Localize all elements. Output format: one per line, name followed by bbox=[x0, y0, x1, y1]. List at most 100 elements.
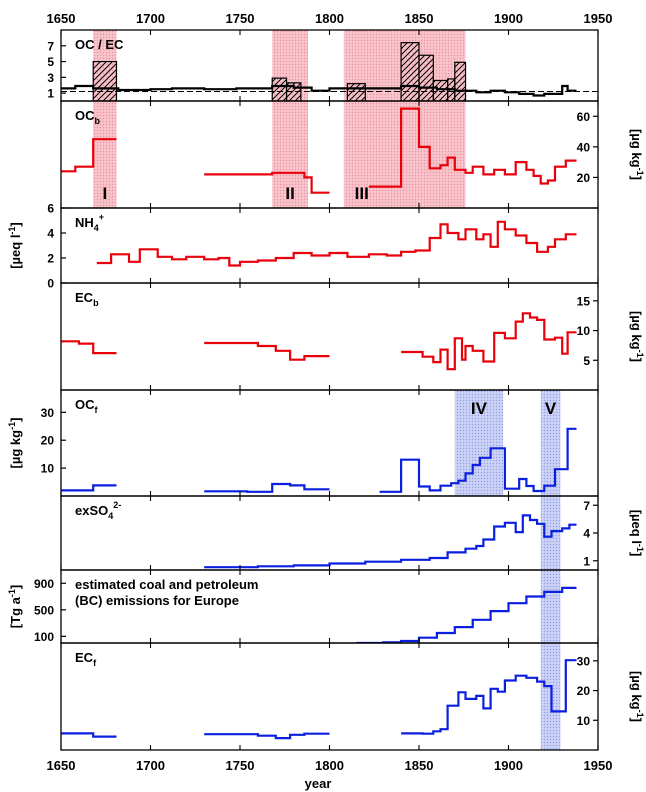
x-tick-label-bottom: 1650 bbox=[47, 758, 76, 773]
y-tick-label: 20 bbox=[577, 171, 591, 185]
x-axes: year 16501650170017001750175018001800185… bbox=[47, 11, 613, 791]
x-tick-label-top: 1700 bbox=[136, 11, 165, 26]
y-axis-unit: [µg kg-1] bbox=[7, 418, 23, 469]
y-tick-label: 10 bbox=[577, 714, 591, 728]
y-tick-label: 900 bbox=[34, 577, 54, 591]
period-label-IV: IV bbox=[471, 399, 488, 418]
y-tick-label: 40 bbox=[577, 140, 591, 154]
data-series-line bbox=[204, 732, 330, 740]
panel-label: OCf bbox=[75, 397, 99, 415]
y-tick-label: 500 bbox=[34, 603, 54, 617]
data-series-line bbox=[61, 340, 117, 355]
data-series-line bbox=[96, 220, 577, 267]
panel-frame bbox=[60, 207, 599, 284]
y-tick-label: 10 bbox=[577, 324, 591, 338]
y-tick-label: 5 bbox=[583, 354, 590, 368]
y-tick-label: 7 bbox=[583, 499, 590, 513]
y-axis-unit: [µg kg-1] bbox=[629, 129, 645, 180]
y-tick-label: 60 bbox=[577, 110, 591, 124]
panel-exso4: 1 4 7 exSO42- [µeq l-1] bbox=[60, 495, 645, 571]
data-series-line bbox=[61, 84, 577, 97]
ratio-bar bbox=[432, 79, 449, 101]
x-tick-label-top: 1950 bbox=[584, 11, 613, 26]
data-series-line bbox=[61, 732, 117, 738]
panel-label: estimated coal and petroleum bbox=[75, 577, 259, 592]
x-tick-label-bottom: 1850 bbox=[405, 758, 434, 773]
y-axis-unit: [Tg a-1] bbox=[7, 585, 23, 628]
x-tick-label-top: 1850 bbox=[405, 11, 434, 26]
x-tick-label-bottom: 1700 bbox=[136, 758, 165, 773]
data-series-line bbox=[379, 427, 577, 493]
y-tick-label: 2 bbox=[47, 252, 54, 266]
y-axis-unit: [µg kg-1] bbox=[629, 671, 645, 722]
panel-nh4: 0 2 4 6 NH4+ [µeq l-1] bbox=[7, 202, 599, 291]
y-tick-label: 0 bbox=[47, 277, 54, 291]
x-tick-label-top: 1800 bbox=[315, 11, 344, 26]
data-series-line bbox=[204, 171, 330, 194]
data-series-line bbox=[61, 138, 117, 173]
period-shade-IV bbox=[454, 390, 504, 496]
y-tick-label: 30 bbox=[577, 654, 591, 668]
panel-label: ECf bbox=[75, 650, 97, 668]
y-tick-label: 1 bbox=[583, 554, 590, 568]
panel-label: ECb bbox=[75, 290, 99, 308]
panel-label: NH4+ bbox=[75, 212, 104, 233]
data-series-line bbox=[356, 586, 577, 643]
y-tick-label: 20 bbox=[41, 434, 55, 448]
x-axis-title: year bbox=[305, 776, 332, 791]
y-tick-label: 15 bbox=[577, 294, 591, 308]
panel-ecf: 10 20 30 ECf [µg kg-1] bbox=[60, 642, 645, 751]
y-tick-label: 4 bbox=[47, 227, 54, 241]
data-series-line bbox=[401, 659, 577, 735]
y-tick-label: 4 bbox=[583, 527, 590, 541]
data-series-line bbox=[368, 107, 577, 188]
ratio-bar bbox=[92, 60, 118, 101]
y-axis-unit: [µeq l-1] bbox=[629, 510, 645, 557]
ratio-bar bbox=[454, 61, 467, 101]
data-series-line bbox=[61, 484, 117, 492]
panel-label-line2: (BC) emissions for Europe bbox=[75, 593, 239, 608]
panel-ecb: 5 10 15 ECb [µg kg-1] bbox=[60, 282, 645, 391]
panel-frame bbox=[60, 282, 599, 391]
x-tick-label-top: 1900 bbox=[494, 11, 523, 26]
period-label-I: I bbox=[102, 184, 107, 203]
x-tick-label-bottom: 1800 bbox=[315, 758, 344, 773]
panel-label: OC / EC bbox=[75, 37, 124, 52]
panel-ocec: 1 3 5 7 OC / EC bbox=[47, 29, 599, 102]
ratio-bar bbox=[271, 77, 288, 101]
panel-ocf: 10 20 30 OCf [µg kg-1] bbox=[7, 389, 599, 497]
y-tick-label: 3 bbox=[47, 71, 54, 85]
y-axis-unit: [µeq l-1] bbox=[7, 222, 23, 269]
y-axis-unit: [µg kg-1] bbox=[629, 311, 645, 362]
ratio-bar bbox=[418, 54, 434, 101]
y-tick-label: 7 bbox=[47, 39, 54, 53]
period-label-V: V bbox=[545, 399, 557, 418]
y-tick-label: 100 bbox=[34, 630, 54, 644]
y-tick-label: 10 bbox=[41, 462, 55, 476]
period-shade-II bbox=[272, 30, 309, 208]
panel-bc: 100 500 900 estimated coal and petroleum(BC… bbox=[7, 569, 599, 644]
period-label-II: II bbox=[285, 184, 294, 203]
data-series-line bbox=[204, 482, 330, 493]
x-tick-label-bottom: 1900 bbox=[494, 758, 523, 773]
x-tick-label-bottom: 1950 bbox=[584, 758, 613, 773]
panel-frame bbox=[60, 389, 599, 497]
x-tick-label-top: 1750 bbox=[226, 11, 255, 26]
panel-label: exSO42- bbox=[75, 500, 121, 521]
panel-ocb: 20 40 60 OCb [µg kg-1] bbox=[60, 100, 645, 209]
y-tick-label: 30 bbox=[41, 406, 55, 420]
panel-label: OCb bbox=[75, 108, 101, 126]
y-tick-label: 6 bbox=[47, 202, 54, 216]
x-tick-label-bottom: 1750 bbox=[226, 758, 255, 773]
ratio-bar bbox=[346, 83, 366, 101]
y-tick-label: 1 bbox=[47, 87, 54, 101]
y-tick-label: 20 bbox=[577, 684, 591, 698]
panel-stack: 1 3 5 7 OC / EC 20 40 60 OCb [µg kg-1] 0 2 4 6 NH4+ [µe… bbox=[7, 29, 645, 751]
data-series-line bbox=[204, 341, 330, 361]
data-series-line bbox=[204, 514, 577, 569]
y-tick-label: 5 bbox=[47, 55, 54, 69]
data-series-line bbox=[401, 312, 577, 371]
x-tick-label-top: 1650 bbox=[47, 11, 76, 26]
